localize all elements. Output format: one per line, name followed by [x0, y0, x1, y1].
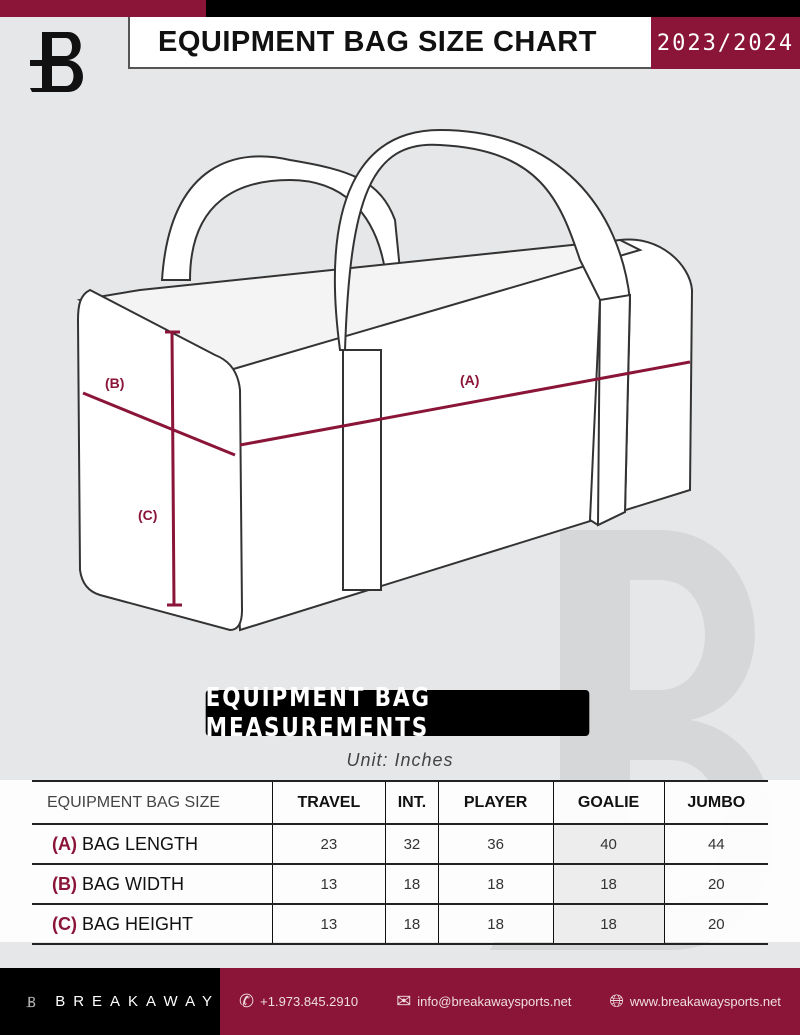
table-row: (C) BAG HEIGHT 13 18 18 18 20: [32, 904, 768, 944]
footer-brand: BREAKAWAY: [0, 968, 220, 1035]
website-link[interactable]: www.breakawaysports.net: [629, 994, 781, 1009]
table-header-row: EQUIPMENT BAG SIZE TRAVEL INT. PLAYER GO…: [32, 781, 768, 824]
row-label-text: BAG WIDTH: [82, 873, 185, 894]
row-label-text: BAG HEIGHT: [82, 913, 194, 934]
season-badge: 2023/2024: [651, 17, 800, 69]
table-cell: 20: [663, 904, 768, 944]
col-header: JUMBO: [663, 781, 768, 824]
col-header: PLAYER: [437, 781, 554, 824]
row-letter: (C): [52, 913, 77, 934]
globe-icon: 🌐︎: [609, 991, 624, 1011]
col-header: GOALIE: [552, 781, 665, 824]
breakaway-logo: [30, 32, 83, 92]
table-cell: 18: [552, 864, 665, 904]
table-cell: 18: [437, 864, 554, 904]
label-a: (A): [460, 372, 479, 388]
table-cell: 18: [385, 904, 439, 944]
bag-diagram: (A) (B) (C): [76, 128, 694, 632]
table-cell: 36: [437, 824, 554, 864]
table-row: (B) BAG WIDTH 13 18 18 18 20: [32, 864, 768, 904]
footer-contacts: ✆ +1.973.845.2910 ✉ info@breakawaysports.n…: [220, 968, 800, 1035]
size-table: EQUIPMENT BAG SIZE TRAVEL INT. PLAYER GO…: [32, 780, 768, 945]
size-table-panel: EQUIPMENT BAG SIZE TRAVEL INT. PLAYER GO…: [0, 780, 800, 945]
brand-name: BREAKAWAY: [55, 993, 220, 1010]
row-label: (B) BAG WIDTH: [32, 864, 272, 904]
row-letter: (A): [52, 833, 77, 854]
unit-label: Unit: Inches: [346, 750, 454, 770]
table-cell: 40: [552, 824, 665, 864]
label-c: (C): [138, 507, 157, 523]
top-accent-bar: [0, 0, 206, 17]
breakaway-logo-small: [26, 996, 36, 1007]
email-link[interactable]: info@breakawaysports.net: [417, 994, 572, 1009]
row-label: (C) BAG HEIGHT: [32, 904, 272, 944]
row-label: (A) BAG LENGTH: [32, 824, 272, 864]
email-icon: ✉: [396, 991, 412, 1011]
table-cell: 20: [663, 864, 768, 904]
table-cell: 18: [552, 904, 665, 944]
row-letter: (B): [52, 873, 77, 894]
col-header: EQUIPMENT BAG SIZE: [47, 793, 221, 811]
col-header: INT.: [385, 781, 439, 824]
col-header: TRAVEL: [271, 781, 386, 824]
table-cell: 13: [271, 904, 386, 944]
table-cell: 18: [437, 904, 554, 944]
table-cell: 18: [385, 864, 439, 904]
section-title: EQUIPMENT BAG MEASUREMENTS: [205, 683, 590, 743]
label-b: (B): [105, 375, 124, 391]
table-cell: 44: [663, 824, 768, 864]
table-cell: 13: [271, 864, 386, 904]
table-row: (A) BAG LENGTH 23 32 36 40 44: [32, 824, 768, 864]
row-label-text: BAG LENGTH: [82, 833, 199, 854]
top-black-bar: [206, 0, 800, 17]
page-title: EQUIPMENT BAG SIZE CHART: [128, 17, 651, 69]
phone-icon: ✆: [239, 991, 255, 1011]
table-cell: 32: [385, 824, 439, 864]
phone-link[interactable]: +1.973.845.2910: [260, 994, 359, 1009]
table-cell: 23: [271, 824, 386, 864]
